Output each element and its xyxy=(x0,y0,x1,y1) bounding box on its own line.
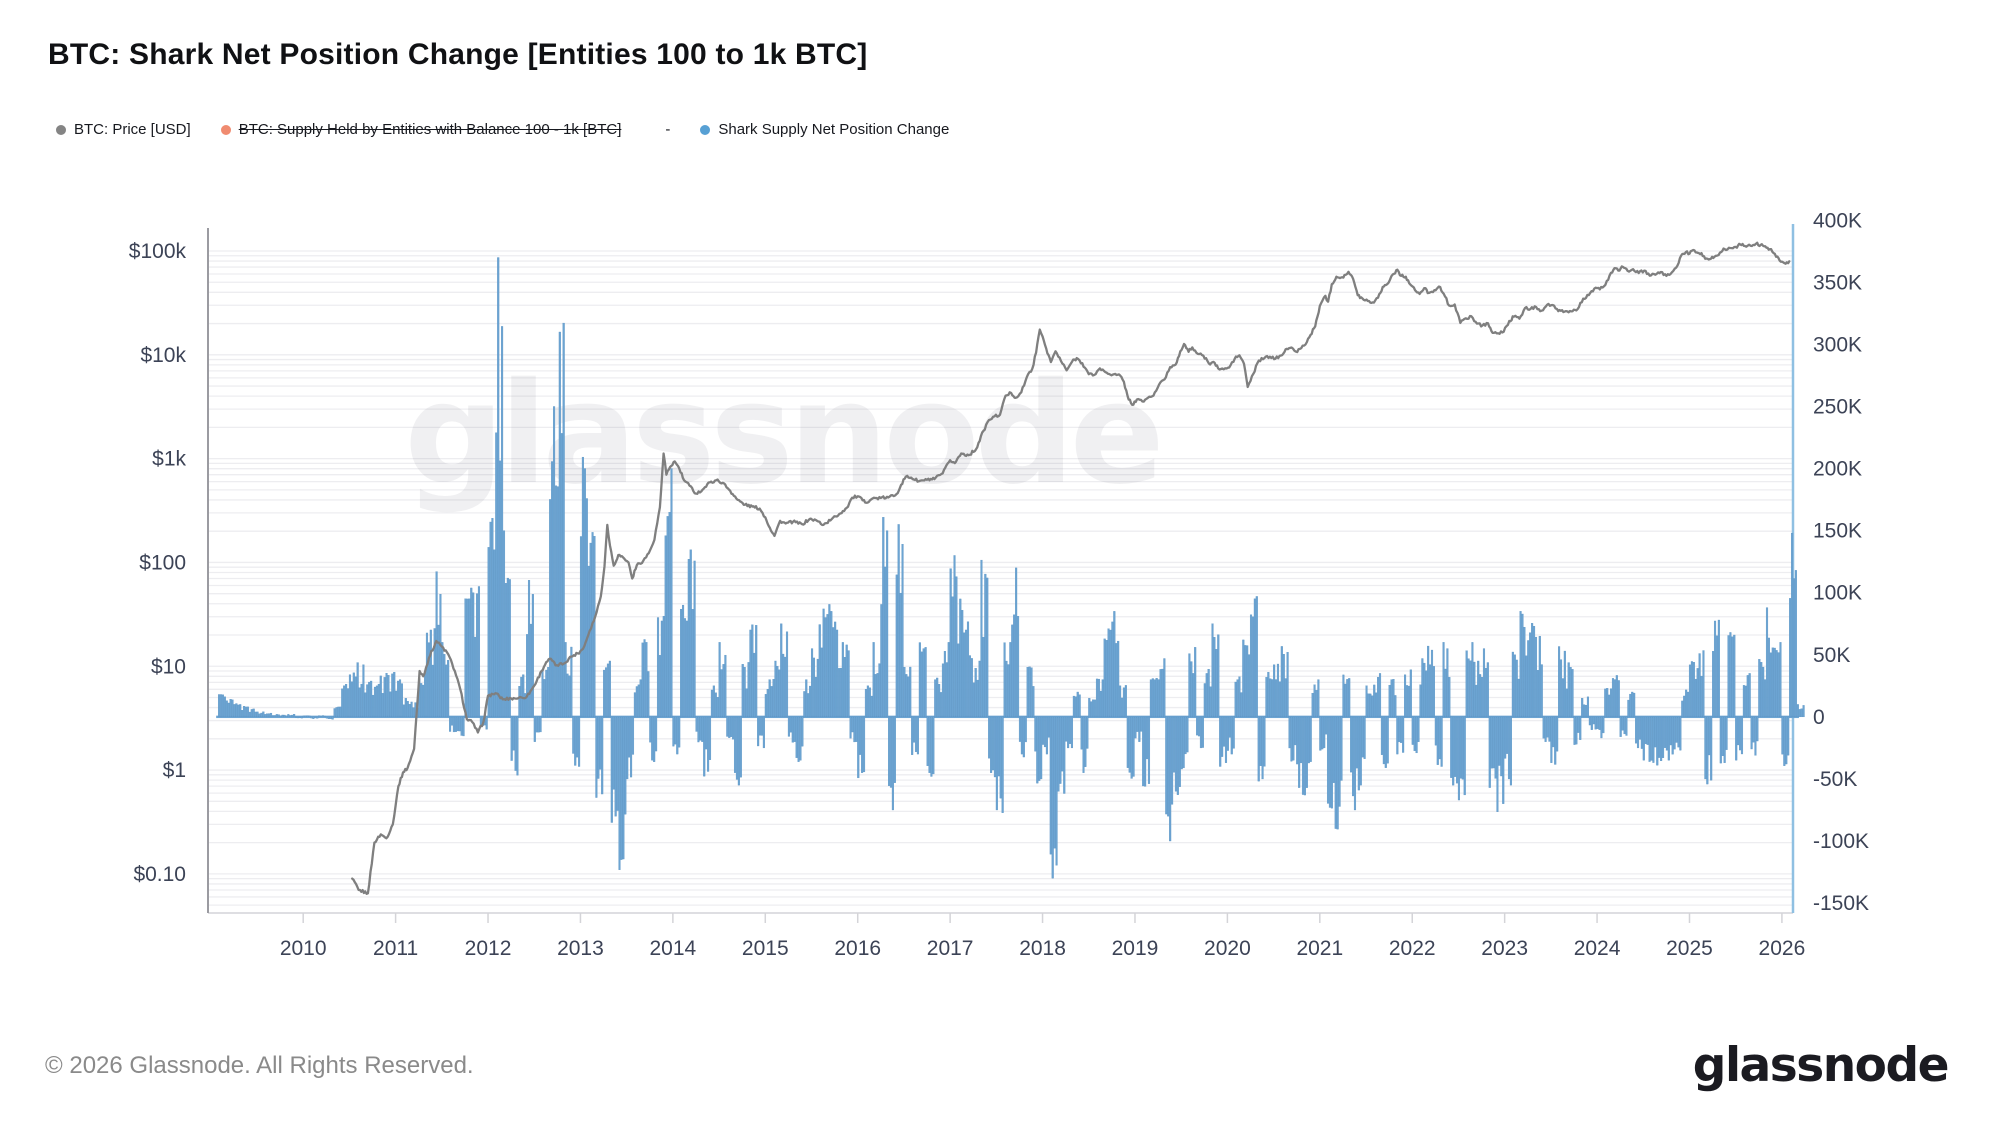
x-axis-year-label: 2018 xyxy=(1019,937,1066,960)
left-axis-tick-label: $0.10 xyxy=(133,863,186,886)
x-axis-year-label: 2011 xyxy=(373,937,418,960)
x-axis-year-label: 2022 xyxy=(1389,937,1436,960)
right-axis-tick-label: 150K xyxy=(1813,520,1862,543)
right-axis-tick-label: -50K xyxy=(1813,768,1857,791)
left-axis-tick-label: $100k xyxy=(129,240,187,263)
right-axis-tick-label: 200K xyxy=(1813,458,1862,481)
right-axis-tick-label: 400K xyxy=(1813,209,1862,232)
legend-separator: - xyxy=(665,121,671,138)
legend-item-price[interactable]: BTC: Price [USD] xyxy=(56,121,191,138)
net-position-series-dot-icon xyxy=(700,124,711,135)
x-axis-year-label: 2014 xyxy=(650,937,697,960)
x-axis-year-label: 2010 xyxy=(280,937,327,960)
x-axis-year-label: 2015 xyxy=(742,937,789,960)
x-axis-year-label: 2019 xyxy=(1112,937,1159,960)
x-axis-year-label: 2025 xyxy=(1666,937,1713,960)
x-axis-year-label: 2017 xyxy=(927,937,974,960)
right-axis-tick-label: 100K xyxy=(1813,582,1862,605)
legend-item-net-position[interactable]: Shark Supply Net Position Change xyxy=(700,121,949,138)
x-axis-year-label: 2013 xyxy=(557,937,604,960)
left-axis-tick-label: $10 xyxy=(151,655,186,678)
copyright-text: © 2026 Glassnode. All Rights Reserved. xyxy=(45,1052,474,1079)
net-position-bars xyxy=(216,257,1805,879)
right-axis-tick-label: 350K xyxy=(1813,271,1862,294)
x-axis-year-label: 2016 xyxy=(834,937,881,960)
x-axis-year-label: 2020 xyxy=(1204,937,1251,960)
right-axis-tick-label: 300K xyxy=(1813,333,1862,356)
watermark-text: glassnode xyxy=(404,353,1159,516)
chart-legend: BTC: Price [USD] BTC: Supply Held by Ent… xyxy=(56,121,979,138)
x-axis-year-label: 2026 xyxy=(1759,937,1806,960)
right-axis-tick-label: -100K xyxy=(1813,830,1869,853)
legend-label: BTC: Price [USD] xyxy=(74,121,191,138)
x-axis-year-label: 2012 xyxy=(465,937,512,960)
legend-item-supply-held[interactable]: BTC: Supply Held by Entities with Balanc… xyxy=(220,121,622,138)
x-axis-year-label: 2023 xyxy=(1481,937,1528,960)
legend-label: Shark Supply Net Position Change xyxy=(718,121,950,138)
supply-series-dot-icon xyxy=(220,124,231,135)
right-axis-tick-label: 50K xyxy=(1813,644,1850,667)
legend-label: BTC: Supply Held by Entities with Balanc… xyxy=(238,121,622,138)
x-axis-year-label: 2021 xyxy=(1296,937,1343,960)
right-axis-tick-label: 0 xyxy=(1813,706,1825,729)
left-axis-tick-label: $100 xyxy=(139,551,186,574)
btc-price-line xyxy=(351,241,1791,895)
right-axis-tick-label: 250K xyxy=(1813,395,1862,418)
left-axis-tick-label: $10k xyxy=(140,344,186,367)
glassnode-logo: glassnode xyxy=(1692,1038,1950,1093)
axes: 2010 2011 2012 2013 2014 2015 2016 2017 2018 2019… xyxy=(129,209,1869,960)
right-axis-tick-label: -150K xyxy=(1813,892,1869,915)
gridlines xyxy=(208,250,1793,906)
page-title: BTC: Shark Net Position Change [Entities… xyxy=(48,38,868,71)
left-axis-tick-label: $1k xyxy=(152,448,186,471)
price-series-dot-icon xyxy=(56,124,66,135)
x-axis-year-label: 2024 xyxy=(1574,937,1621,960)
left-axis-tick-label: $1 xyxy=(163,759,186,782)
